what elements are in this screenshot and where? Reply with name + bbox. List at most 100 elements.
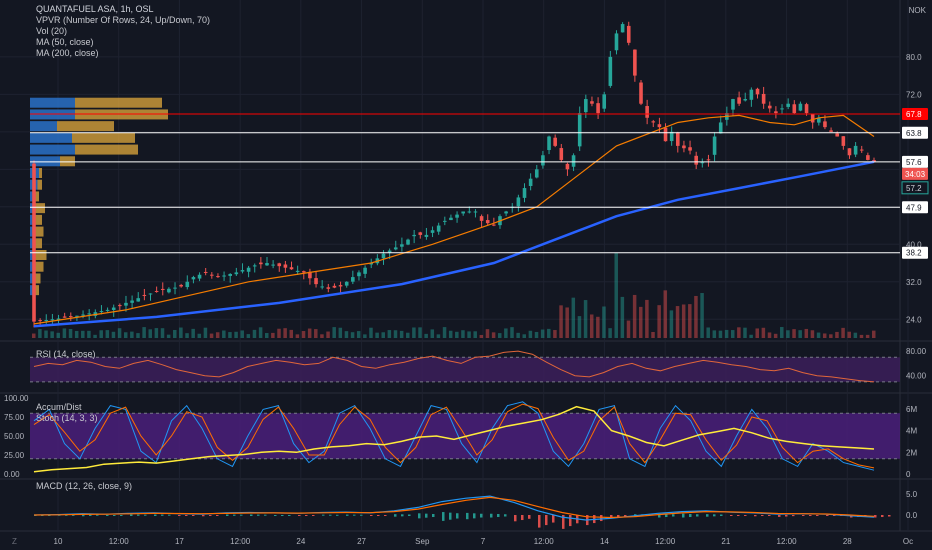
volume-bar — [626, 320, 631, 338]
macd-histogram-bar — [497, 513, 500, 518]
volume-bar — [804, 328, 809, 338]
volume-bar — [461, 330, 465, 338]
volume-profile-down-bar — [57, 121, 114, 132]
x-tick-label: 12:00 — [230, 537, 251, 546]
volume-bar — [173, 329, 177, 338]
volume-bar — [632, 294, 637, 338]
accdist-legend[interactable]: Accum/Dist — [36, 402, 82, 412]
x-tick-label: 7 — [481, 537, 486, 546]
candle-body — [136, 298, 141, 302]
macd-histogram-bar — [394, 514, 397, 517]
candle-body — [381, 253, 386, 259]
candle-body — [614, 33, 619, 51]
candle-body — [154, 290, 159, 292]
volume-bar — [859, 334, 864, 338]
macd-histogram-bar — [154, 514, 157, 517]
macd-histogram-bar — [250, 514, 253, 517]
x-tick-label: 12:00 — [655, 537, 676, 546]
macd-histogram-bar — [816, 515, 819, 516]
macd-y-tick-label: 5.0 — [906, 490, 918, 499]
volume-bar — [577, 316, 582, 338]
volume-bar — [853, 332, 858, 338]
volume-bar — [283, 328, 287, 338]
macd-histogram-bar — [600, 515, 603, 522]
volume-bar — [68, 328, 73, 338]
volume-bar — [473, 331, 477, 338]
level-badge: 38.2 — [902, 246, 928, 259]
volume-bar — [99, 330, 103, 338]
macd-histogram-bar — [130, 514, 133, 517]
volume-bar — [81, 330, 85, 338]
candle-body — [240, 270, 245, 272]
macd-histogram-bar — [113, 515, 116, 516]
currency-label: NOK — [908, 6, 926, 15]
x-tick-label: 21 — [721, 537, 730, 546]
stoch-legend[interactable]: Stoch (14, 3, 3) — [36, 413, 98, 423]
stoch-y-tick-label: 0.00 — [4, 470, 20, 479]
price-y-tick-label: 72.0 — [906, 90, 922, 99]
volume-bar — [792, 329, 796, 338]
macd-histogram-bar — [833, 515, 836, 516]
legend-vol[interactable]: Vol (20) — [36, 26, 68, 36]
macd-histogram-bar — [888, 515, 891, 517]
candle-body — [461, 211, 465, 214]
macd-histogram-bar — [137, 514, 140, 516]
symbol-title[interactable]: QUANTAFUEL ASA, 1h, OSL — [36, 4, 154, 14]
candle-body — [62, 316, 67, 318]
volume-bar — [816, 332, 821, 338]
macd-histogram-bar — [288, 515, 291, 516]
volume-bar — [363, 334, 367, 338]
level-badge-bg — [902, 155, 928, 168]
macd-histogram-bar — [89, 514, 92, 517]
candle-body — [780, 108, 784, 110]
macd-histogram-bar — [713, 514, 716, 517]
macd-histogram-bar — [281, 515, 284, 516]
volume-bar — [872, 330, 876, 338]
volume-bar — [320, 334, 324, 338]
volume-bar — [847, 331, 851, 338]
macd-histogram-bar — [610, 515, 613, 518]
volume-bar — [694, 295, 698, 338]
volume-bar — [639, 306, 643, 338]
candle-body — [332, 285, 337, 288]
volume-bar — [430, 329, 435, 338]
macd-histogram-bar — [120, 515, 123, 516]
stoch-y-tick-label: 25.00 — [4, 451, 25, 460]
candle-body — [810, 114, 815, 123]
level-badge-bg — [902, 246, 928, 259]
candle-body — [44, 320, 49, 322]
candle-body — [111, 307, 116, 310]
level-badge-bg — [902, 108, 928, 121]
candle-body — [718, 122, 723, 134]
macd-histogram-bar — [312, 515, 315, 516]
x-tick-label: 17 — [175, 537, 184, 546]
legend-ma50[interactable]: MA (50, close) — [36, 37, 94, 47]
macd-histogram-bar — [569, 515, 572, 527]
volume-bar — [32, 333, 36, 338]
candle-body — [737, 97, 741, 104]
volume-bar — [393, 330, 398, 338]
candle-body — [706, 159, 711, 161]
volume-bar — [553, 330, 557, 338]
volume-bar — [271, 332, 275, 338]
legend-ma200[interactable]: MA (200, close) — [36, 48, 99, 58]
legend-vpvr[interactable]: VPVR (Number Of Rows, 24, Up/Down, 70) — [36, 15, 211, 25]
macd-histogram-bar — [192, 515, 195, 516]
volume-bar — [657, 305, 661, 338]
volume-bar — [418, 327, 422, 338]
volume-bar — [448, 330, 453, 338]
volume-bar — [252, 329, 257, 338]
volume-profile-down-bar — [33, 285, 39, 296]
candle-body — [197, 274, 202, 279]
volume-bar — [436, 334, 441, 338]
macd-histogram-bar — [754, 515, 757, 517]
candle-body — [75, 315, 79, 317]
candle-body — [479, 216, 484, 221]
macd-legend[interactable]: MACD (12, 26, close, 9) — [36, 481, 133, 491]
rsi-legend[interactable]: RSI (14, close) — [36, 349, 96, 359]
scroll-left-icon[interactable]: Z — [12, 537, 17, 546]
candle-body — [406, 239, 410, 245]
volume-bar — [160, 328, 165, 338]
candle-body — [504, 211, 508, 214]
candle-body — [393, 247, 398, 250]
